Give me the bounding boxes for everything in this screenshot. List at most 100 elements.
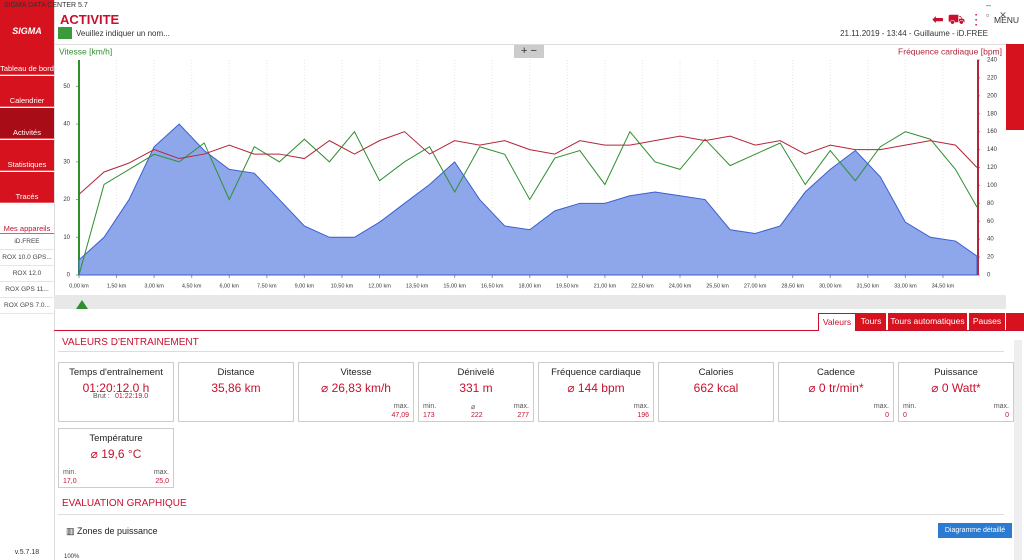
- device-item[interactable]: ROX GPS 7.0...: [0, 298, 54, 314]
- header-icons[interactable]: ⬅ ⛟ ⋮: [932, 11, 984, 27]
- stat-title: Dénivelé: [457, 367, 495, 378]
- stat-value: 662 kcal: [693, 381, 739, 395]
- y-tick-label: 10: [63, 235, 70, 241]
- stat-card: Calories 662 kcal: [658, 362, 774, 422]
- device-item[interactable]: ROX 12.0: [0, 266, 54, 282]
- stat-label: max.: [633, 403, 649, 410]
- stat-label: min.: [63, 469, 77, 476]
- stat-card: Temps d'entraînement 01:20:12.0 h Brut : 01…: [58, 362, 174, 422]
- y2-tick-label: 160: [987, 129, 998, 135]
- section-title: VALEURS D'ENTRAINEMENT: [62, 337, 199, 348]
- x-tick-label: 28,50 km: [781, 283, 804, 289]
- activity-icon: [58, 27, 72, 39]
- y2-tick-label: 40: [987, 237, 994, 243]
- x-tick-label: 18,00 km: [518, 283, 541, 289]
- stat-card: Cadence ⌀ 0 tr/min* max. 0: [778, 362, 894, 422]
- brand-box: SIGMA: [0, 0, 54, 44]
- y2-tick-label: 240: [987, 58, 998, 64]
- device-item[interactable]: iD.FREE: [0, 234, 54, 250]
- window-title: SIGMA DATA CENTER 5.7: [4, 2, 88, 9]
- y2-tick-label: 200: [987, 93, 998, 99]
- stat-figure: 0: [885, 412, 889, 419]
- nav-item[interactable]: Calendrier: [0, 76, 54, 107]
- y2-tick-label: 120: [987, 165, 998, 171]
- tab-menu[interactable]: [1006, 313, 1024, 330]
- stat-figure: 277: [517, 412, 529, 419]
- chart: Vitesse [km/h] Fréquence cardiaque [bpm]…: [54, 46, 1006, 309]
- tab[interactable]: Pauses: [969, 313, 1005, 330]
- x-tick-label: 10,50 km: [331, 283, 354, 289]
- stat-value: 01:20:12.0 h: [82, 381, 150, 395]
- y2-tick-label: 140: [987, 147, 998, 153]
- tab[interactable]: Valeurs: [818, 313, 856, 331]
- stat-title: Cadence: [816, 367, 856, 378]
- series-line: [78, 131, 978, 195]
- page-title: ACTIVITE: [60, 12, 120, 27]
- stat-value: ⌀ 0 Watt*: [931, 381, 981, 395]
- brand: SIGMA: [12, 26, 42, 36]
- x-tick-label: 30,00 km: [819, 283, 842, 289]
- y2-tick-label: 180: [987, 111, 998, 117]
- detail-button[interactable]: Diagramme détaillé: [938, 523, 1012, 538]
- stat-card: Puissance ⌀ 0 Watt* min. 0 max. 0: [898, 362, 1014, 422]
- nav-item[interactable]: Tableau de bord: [0, 44, 54, 75]
- name-input[interactable]: Veuillez indiquer un nom...: [76, 29, 170, 38]
- nav-item[interactable]: Tracés: [0, 172, 54, 203]
- stat-figure: 0: [903, 412, 907, 419]
- series-line: [78, 130, 978, 276]
- window-controls[interactable]: –▫✕: [986, 0, 1017, 20]
- stat-title: Temps d'entraînement: [69, 367, 163, 378]
- scrollbar[interactable]: [1014, 340, 1022, 560]
- stat-value: ⌀ 0 tr/min*: [808, 381, 864, 395]
- version: v.5.7.18: [14, 549, 40, 556]
- stat-label: max.: [873, 403, 889, 410]
- zones-title: ▥ Zones de puissance: [66, 526, 158, 536]
- range-handle[interactable]: [76, 300, 88, 309]
- stat-title: Puissance: [934, 367, 978, 378]
- menu[interactable]: MENU: [994, 15, 1020, 25]
- stat-figure: 173: [423, 412, 435, 419]
- x-tick-label: 31,50 km: [857, 283, 880, 289]
- y2-tick-label: 220: [987, 75, 998, 81]
- stat-label: min.: [423, 403, 437, 410]
- x-tick-label: 6,00 km: [219, 283, 239, 289]
- scrollbar[interactable]: [54, 295, 1006, 309]
- nav-item[interactable]: Mes appareils: [0, 204, 54, 234]
- x-tick-label: 12,00 km: [368, 283, 391, 289]
- x-tick-label: 24,00 km: [669, 283, 692, 289]
- rule: [58, 514, 1004, 515]
- nav-item[interactable]: Activités: [0, 108, 54, 139]
- stat-note: Brut :: [93, 393, 110, 400]
- y2-axis-title: Fréquence cardiaque [bpm]: [898, 46, 1002, 56]
- device-item[interactable]: ROX 10.0 GPS...: [0, 250, 54, 266]
- x-tick-label: 1,50 km: [107, 283, 127, 289]
- y2-tick-label: 80: [987, 201, 994, 207]
- x-tick-label: 22,50 km: [631, 283, 654, 289]
- stat-title: Vitesse: [340, 367, 372, 378]
- stat-label: max.: [993, 403, 1009, 410]
- zoom-buttons[interactable]: + −: [514, 45, 544, 58]
- stat-label: max.: [393, 403, 409, 410]
- chart-panel: [54, 44, 1006, 295]
- chart-tools[interactable]: [1006, 44, 1024, 130]
- stat-figure: 25,0: [155, 478, 169, 485]
- y-tick-label: 50: [63, 84, 70, 90]
- stat-card: Dénivelé 331 m min. 173 ⌀ 222 max. 277: [418, 362, 534, 422]
- y-tick-label: 20: [63, 197, 70, 203]
- stat-value: ⌀ 144 bpm: [567, 381, 625, 395]
- tab[interactable]: Tours automatiques: [888, 313, 967, 330]
- stat-figure: 196: [637, 412, 649, 419]
- stat-label: ⌀: [471, 404, 476, 411]
- y2-tick-label: 0: [987, 273, 991, 279]
- nav-item[interactable]: Statistiques: [0, 140, 54, 171]
- y2-tick-label: 20: [987, 255, 994, 261]
- stat-label: min.: [903, 403, 917, 410]
- stat-title: Distance: [217, 367, 255, 378]
- stat-value: ⌀ 26,83 km/h: [321, 381, 391, 395]
- device-item[interactable]: ROX GPS 11...: [0, 282, 54, 298]
- tab[interactable]: Tours: [856, 313, 886, 330]
- stat-title: Température: [89, 433, 143, 444]
- x-tick-label: 27,00 km: [744, 283, 767, 289]
